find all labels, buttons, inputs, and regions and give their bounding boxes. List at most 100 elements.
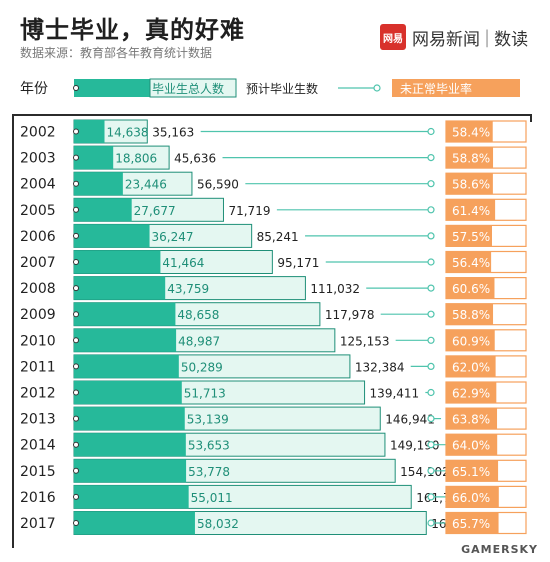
rate-fill — [446, 199, 496, 221]
rate-label: 61.4% — [452, 204, 490, 218]
label-graduates: 27,677 — [134, 204, 176, 218]
label-graduates: 14,638 — [107, 126, 149, 140]
brand: 网易 网易新闻 | 数读 — [380, 22, 528, 52]
rate-label: 58.8% — [452, 152, 490, 166]
rate-label: 62.0% — [452, 360, 490, 374]
rate-label: 66.0% — [452, 491, 490, 505]
bar-graduates — [74, 302, 176, 326]
label-graduates: 18,806 — [115, 152, 157, 166]
connector-dot — [427, 206, 435, 214]
legend-rate-label: 未正常毕业率 — [400, 81, 472, 96]
connector-dot — [427, 258, 435, 266]
rate-label: 62.9% — [452, 387, 490, 401]
bar-graduates — [74, 328, 177, 352]
rate-label: 58.4% — [452, 126, 490, 140]
year-label: 2015 — [20, 464, 56, 480]
label-expected: 132,384 — [355, 360, 405, 374]
bar-start-dot — [73, 415, 79, 422]
label-graduates: 53,653 — [188, 439, 230, 453]
label-expected: 139,411 — [370, 387, 420, 401]
label-graduates: 55,011 — [191, 491, 233, 505]
connector-dot — [427, 362, 435, 370]
rate-fill — [446, 382, 497, 403]
rate-fill — [446, 512, 499, 534]
brand-separator: | — [484, 26, 491, 48]
chart-title: 博士毕业，真的好难 — [20, 16, 245, 44]
bar-graduates — [74, 433, 186, 457]
axis-top-line — [12, 114, 532, 116]
brand-sub: 数读 — [494, 29, 529, 50]
label-expected: 56,590 — [197, 178, 239, 192]
year-label: 2004 — [20, 177, 56, 193]
bar-start-dot — [73, 467, 79, 474]
bar-start-dot — [73, 311, 79, 318]
bar-graduates — [74, 459, 187, 483]
watermark: GAMERSKY — [461, 543, 538, 556]
year-label: 2008 — [20, 281, 56, 297]
rate-fill — [446, 408, 498, 430]
chart-source: 数据来源：教育部各年教育统计数据 — [20, 46, 213, 60]
label-graduates: 51,713 — [184, 387, 226, 401]
label-graduates: 53,778 — [188, 465, 230, 479]
bar-start-dot — [73, 154, 79, 161]
connector-dot — [427, 467, 435, 475]
label-graduates: 53,139 — [187, 413, 229, 427]
bar-start-dot — [73, 206, 79, 213]
bar-start-dot — [73, 259, 79, 265]
year-label: 2003 — [20, 151, 56, 167]
year-label: 2017 — [20, 516, 56, 532]
bar-start-dot — [73, 441, 79, 448]
rate-label: 57.5% — [452, 230, 490, 244]
connector-dot — [427, 519, 435, 527]
label-graduates: 41,464 — [162, 256, 204, 270]
bar-start-dot — [73, 337, 79, 344]
connector-dot — [427, 310, 435, 318]
axis-left-line — [12, 116, 14, 548]
bar-start-dot — [73, 493, 79, 500]
label-expected: 111,032 — [310, 282, 360, 296]
connector-dot — [427, 336, 435, 344]
label-expected: 154,102 — [400, 465, 450, 479]
label-expected: 149,190 — [390, 439, 440, 453]
bar-graduates — [74, 198, 132, 222]
bar-start-dot — [73, 363, 79, 370]
connector-dot — [427, 441, 435, 449]
year-label: 2006 — [20, 229, 56, 245]
connector-dot — [427, 232, 435, 240]
label-expected: 125,153 — [340, 334, 390, 348]
rate-fill — [446, 251, 492, 273]
bar-start-dot — [73, 232, 79, 239]
rate-fill — [446, 173, 493, 195]
bar-start-dot — [73, 389, 79, 396]
bar-graduates — [74, 224, 150, 248]
axis-right-tick — [530, 114, 532, 122]
label-expected: 45,636 — [174, 152, 216, 166]
label-graduates: 43,759 — [167, 282, 209, 296]
rate-label: 56.4% — [452, 256, 490, 270]
legend-expected-label: 预计毕业生数 — [246, 81, 318, 96]
legend-graduates-box — [149, 78, 237, 98]
brand-logo: 网易 — [380, 24, 406, 50]
rate-fill — [446, 121, 493, 142]
rate-label: 60.6% — [452, 282, 490, 296]
rate-label: 65.7% — [452, 517, 490, 531]
bar-graduates — [74, 407, 185, 431]
brand-name: 网易新闻 — [412, 29, 480, 50]
label-expected: 71,719 — [228, 204, 270, 218]
bar-graduates — [74, 146, 114, 170]
rate-fill — [446, 225, 492, 247]
legend-rate-swatch — [392, 79, 520, 97]
year-label: 2013 — [20, 412, 56, 428]
bar-graduates — [74, 354, 179, 378]
rate-label: 63.8% — [452, 413, 490, 427]
label-graduates: 36,247 — [152, 230, 194, 244]
label-expected: 117,978 — [325, 308, 375, 322]
label-graduates: 23,446 — [125, 178, 167, 192]
connector-dot — [427, 154, 435, 162]
rate-fill — [446, 329, 495, 351]
year-label: 2012 — [20, 386, 56, 402]
label-graduates: 48,658 — [177, 308, 219, 322]
rate-fill — [446, 355, 496, 377]
rate-label: 65.1% — [452, 465, 490, 479]
